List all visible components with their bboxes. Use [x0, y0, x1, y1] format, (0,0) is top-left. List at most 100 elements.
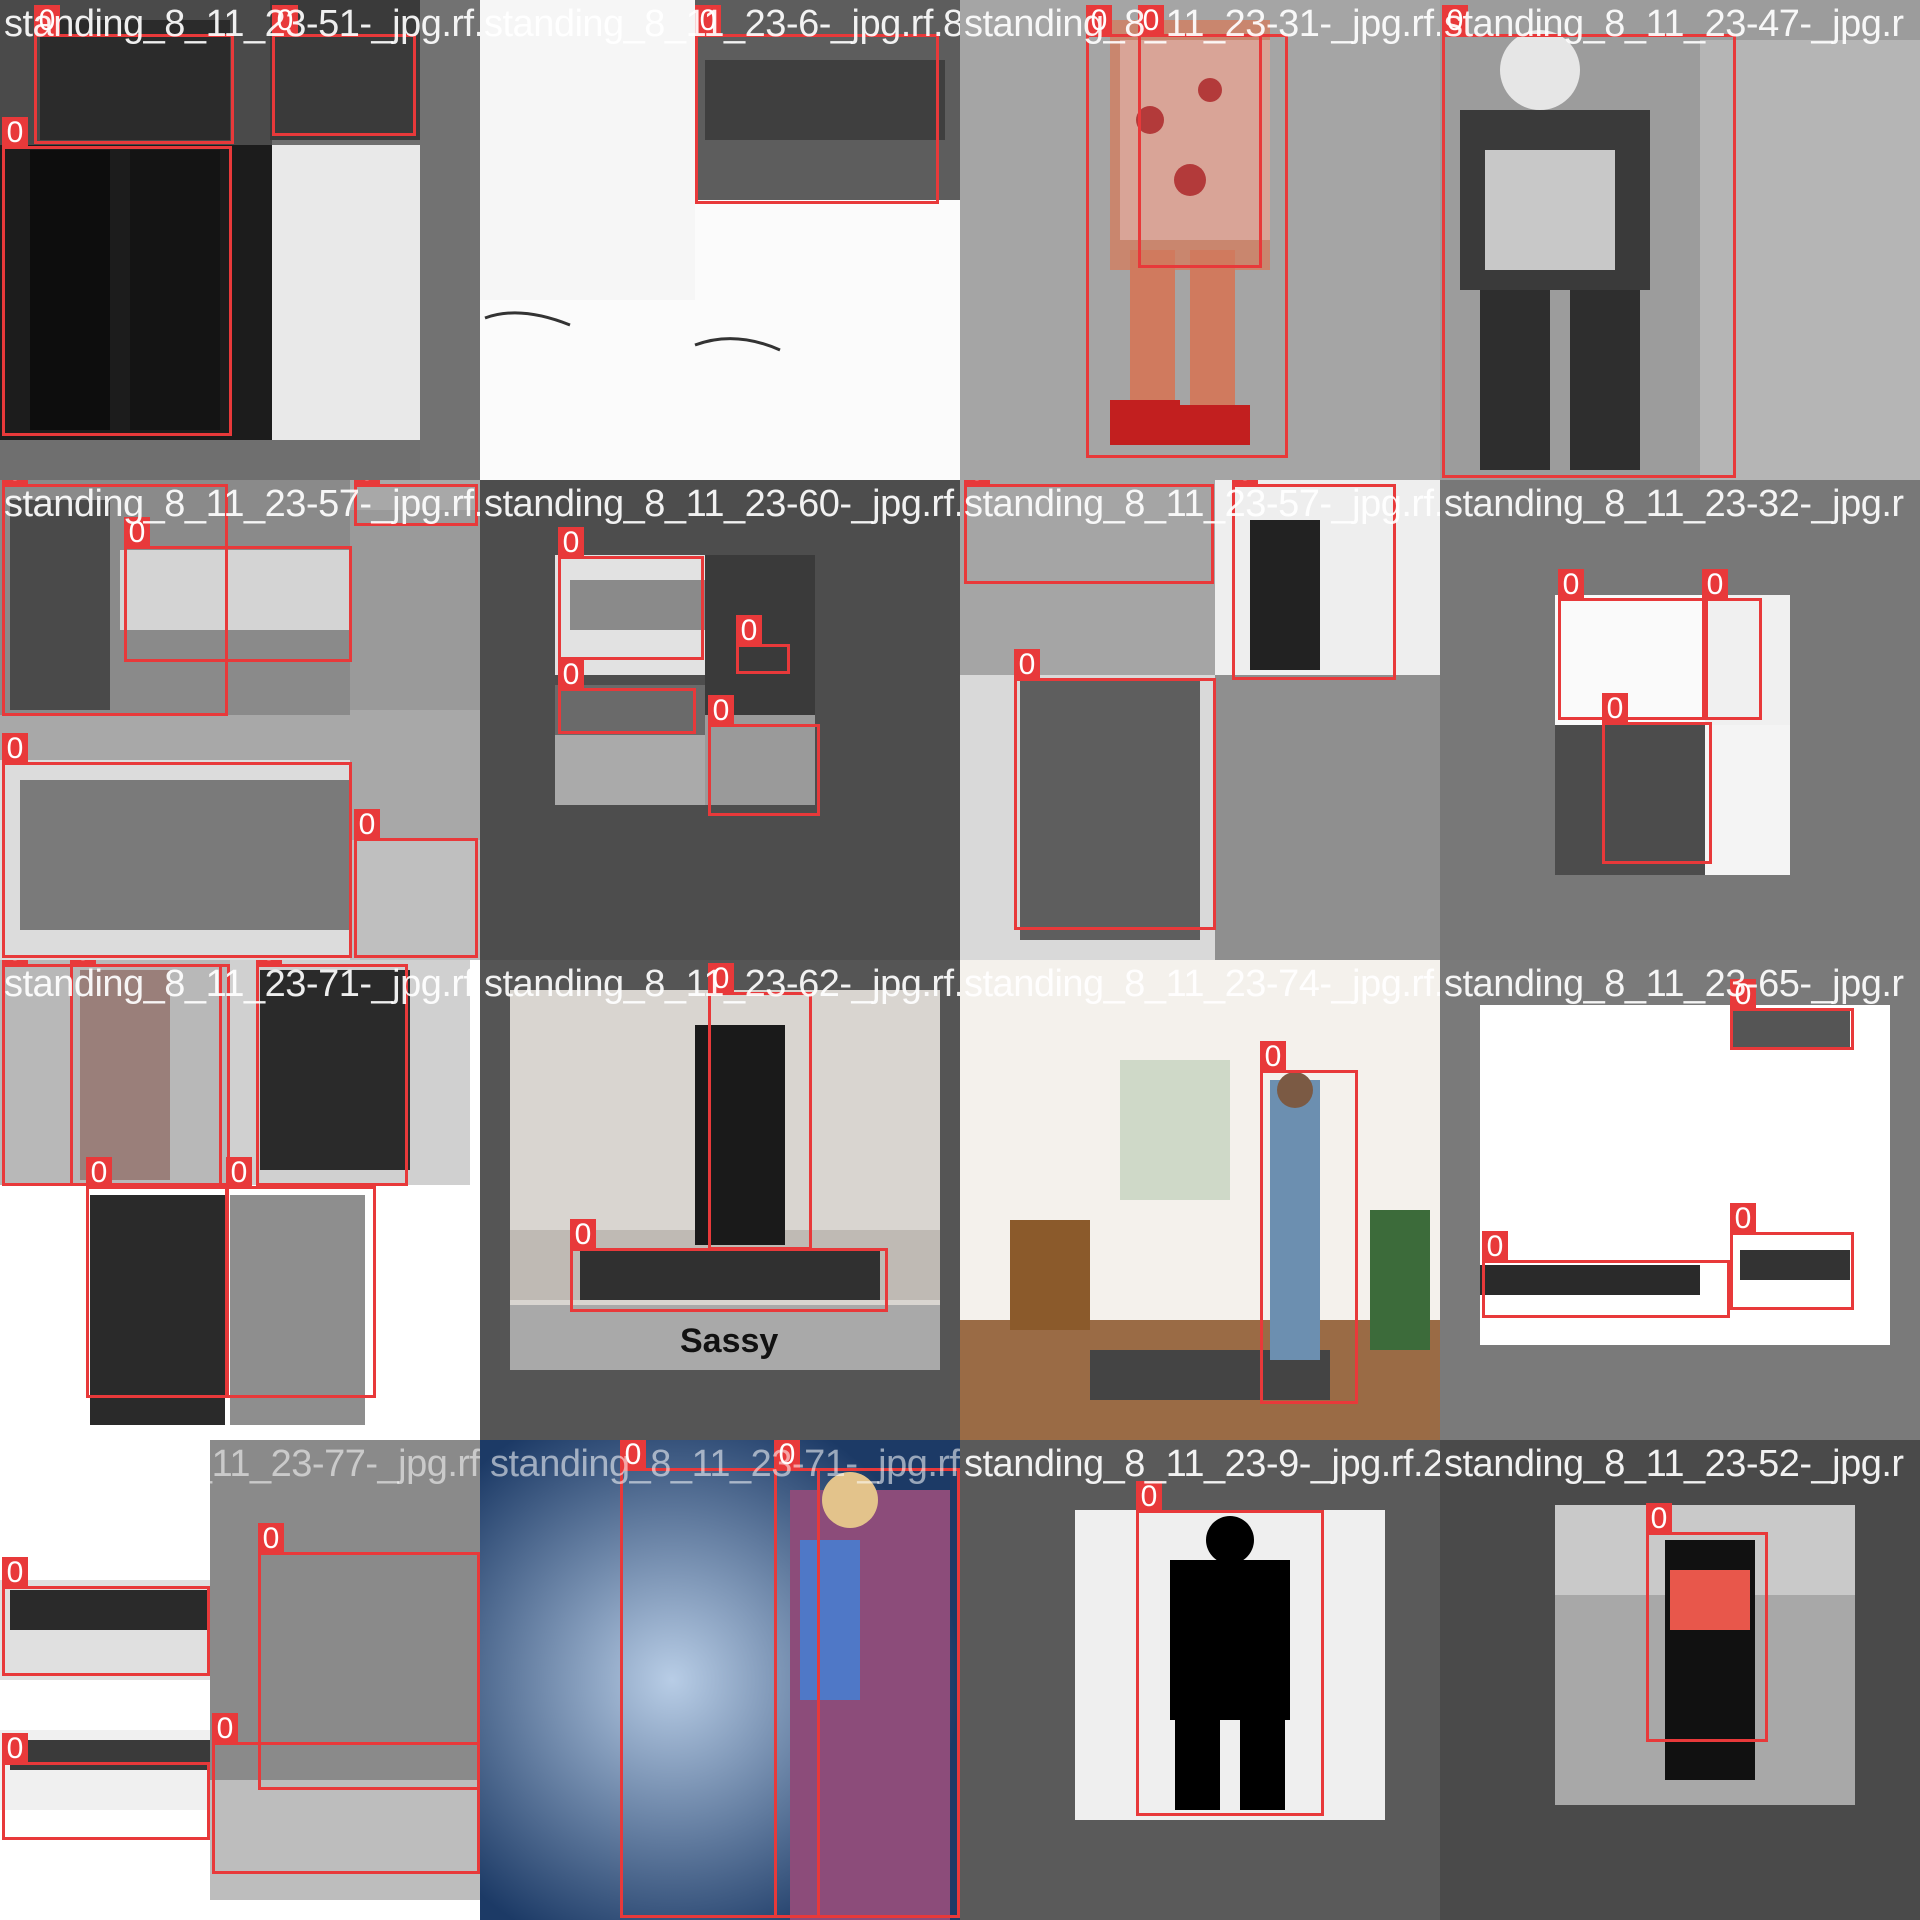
class-label: 0 — [620, 1440, 646, 1471]
tile-1: standing_8_11_23-51-_jpg.rf.9832dd54a71 … — [0, 0, 480, 480]
tile-5-bbox-5: 0 — [354, 809, 478, 958]
tile-13: standing_8_11_23-77-_jpg.rf.2dc968 0 0 0… — [0, 1440, 480, 1920]
tile-9-bbox-4: 0 — [226, 1157, 376, 1398]
class-label: 0 — [212, 1713, 238, 1745]
tile-8-bbox-2: 0 — [1702, 569, 1762, 720]
tile-9-bbox-5: 0 — [70, 960, 230, 1186]
class-label: 0 — [226, 1157, 252, 1189]
class-label: 0 — [1482, 1231, 1508, 1263]
tile-15-image — [960, 1440, 1440, 1920]
tile-12-bbox-1: 0 — [1730, 979, 1854, 1050]
tile-8-bbox-1: 0 — [1558, 569, 1708, 720]
class-label: 0 — [708, 695, 734, 727]
tile-12-bbox-2: 0 — [1482, 1231, 1730, 1318]
tile-7-image — [960, 480, 1440, 960]
tile-7-bbox-1: 0 — [964, 480, 1214, 584]
class-label: 0 — [1702, 569, 1728, 601]
tile-11: standing_8_11_23-74-_jpg.rf.cae8f 0 — [960, 960, 1440, 1440]
tile-6-bbox-3: 0 — [558, 659, 696, 734]
class-label: 0 — [695, 5, 721, 37]
tile-12: standing_8_11_23-65-_jpg.r 0 0 0 — [1440, 960, 1920, 1440]
class-label: 0 — [256, 960, 282, 967]
tile-12-image — [1440, 960, 1920, 1440]
tile-6: standing_8_11_23-60-_jpg.rf.8d714 0 0 0 … — [480, 480, 960, 960]
class-label: 0 — [1260, 1041, 1286, 1073]
tile-13-bbox-3: 0 — [2, 1733, 210, 1840]
tile-2-bbox-1: 0 — [695, 5, 939, 204]
tile-5-bbox-3: 0 — [124, 517, 352, 662]
tile-14-image — [480, 1440, 960, 1920]
class-label: 0 — [1442, 5, 1468, 37]
class-label: 0 — [1602, 693, 1628, 725]
tile-16: standing_8_11_23-52-_jpg.r 0 — [1440, 1440, 1920, 1920]
tile-16-image — [1440, 1440, 1920, 1920]
class-label: 0 — [2, 480, 28, 487]
tile-4-image — [1440, 0, 1920, 480]
class-label: 0 — [1014, 649, 1040, 681]
class-label: 0 — [2, 117, 28, 149]
tile-10-image — [480, 960, 960, 1440]
class-label: 0 — [34, 5, 60, 37]
tile-10-bbox-1: 0 — [708, 963, 812, 1250]
tile-9-image — [0, 960, 480, 1440]
tile-5-bbox-4: 0 — [2, 733, 352, 958]
tile-13-bbox-2: 0 — [258, 1523, 480, 1790]
tile-8-image — [1440, 480, 1920, 960]
tile-2: standing_8_11_23-6-_jpg.rf.8576d2 0 — [480, 0, 960, 480]
class-label: 0 — [558, 659, 584, 691]
class-label: 0 — [736, 615, 762, 647]
tile-1-image — [0, 0, 480, 480]
tile-13-bbox-1: 0 — [2, 1557, 210, 1676]
class-label: 0 — [2, 733, 28, 765]
class-label: 0 — [964, 480, 990, 487]
tile-8: standing_8_11_23-32-_jpg.r 0 0 0 — [1440, 480, 1920, 960]
tile-7: standing_8_11_23-57-_jpg.rf.9020d9 0 0 0 — [960, 480, 1440, 960]
class-label: 0 — [2, 960, 28, 967]
tile-9: standing_8_11_23-71-_jpg.rf.1778747 0 0 … — [0, 960, 480, 1440]
tile-11-image — [960, 960, 1440, 1440]
tile-15: standing_8_11_23-9-_jpg.rf.2e032 0 — [960, 1440, 1440, 1920]
tile-16-bbox-1: 0 — [1646, 1503, 1768, 1742]
class-label: 0 — [1138, 5, 1164, 37]
tile-1-bbox-1: 0 — [34, 5, 234, 144]
tile-9-bbox-2: 0 — [256, 960, 408, 1186]
video-caption: Sassy — [680, 1322, 779, 1360]
tile-14-bbox-2: 0 — [774, 1440, 960, 1918]
class-label: 0 — [558, 527, 584, 559]
tile-7-bbox-3: 0 — [1014, 649, 1216, 930]
tile-5-bbox-1: 0 — [2, 480, 228, 716]
tile-12-bbox-3: 0 — [1730, 1203, 1854, 1310]
class-label: 0 — [1730, 1203, 1756, 1235]
class-label: 0 — [1730, 979, 1756, 1011]
tile-4: standing_8_11_23-47-_jpg.r 0 — [1440, 0, 1920, 480]
tile-6-bbox-4: 0 — [708, 695, 820, 816]
tile-10: Sassy standing_8_11_23-62-_jpg.rf.78764 … — [480, 960, 960, 1440]
tile-15-bbox-1: 0 — [1136, 1481, 1324, 1816]
class-label: 0 — [1646, 1503, 1672, 1535]
tile-14-bbox-1: 0 — [620, 1440, 820, 1918]
tile-5-bbox-2: 0 — [354, 480, 478, 526]
class-label: 0 — [272, 5, 298, 37]
tile-4-bbox-1: 0 — [1442, 5, 1736, 478]
tile-7-bbox-2: 0 — [1232, 480, 1396, 680]
tile-1-bbox-2: 0 — [272, 5, 416, 136]
class-label: 0 — [354, 809, 380, 841]
tile-13-bbox-4: 0 — [212, 1713, 480, 1874]
class-label: 0 — [2, 1733, 28, 1765]
tile-10-bbox-2: 0 — [570, 1219, 888, 1312]
tile-3-bbox-2: 0 — [1138, 5, 1262, 268]
class-label: 0 — [354, 480, 380, 487]
class-label: 0 — [1558, 569, 1584, 601]
tile-8-bbox-3: 0 — [1602, 693, 1712, 864]
tile-14: standing_8_11_23-71-_jpg.rf.20d55 0 0 — [480, 1440, 960, 1920]
tile-2-image — [480, 0, 960, 480]
class-label: 0 — [70, 960, 96, 967]
class-label: 0 — [570, 1219, 596, 1251]
class-label: 0 — [774, 1440, 800, 1471]
class-label: 0 — [124, 517, 150, 549]
tile-5: standing_8_11_23-57-_jpg.rf.656d6 0 0 0 … — [0, 480, 480, 960]
tile-9-bbox-3: 0 — [86, 1157, 228, 1398]
tile-3-image — [960, 0, 1440, 480]
tile-6-bbox-2: 0 — [736, 615, 790, 674]
